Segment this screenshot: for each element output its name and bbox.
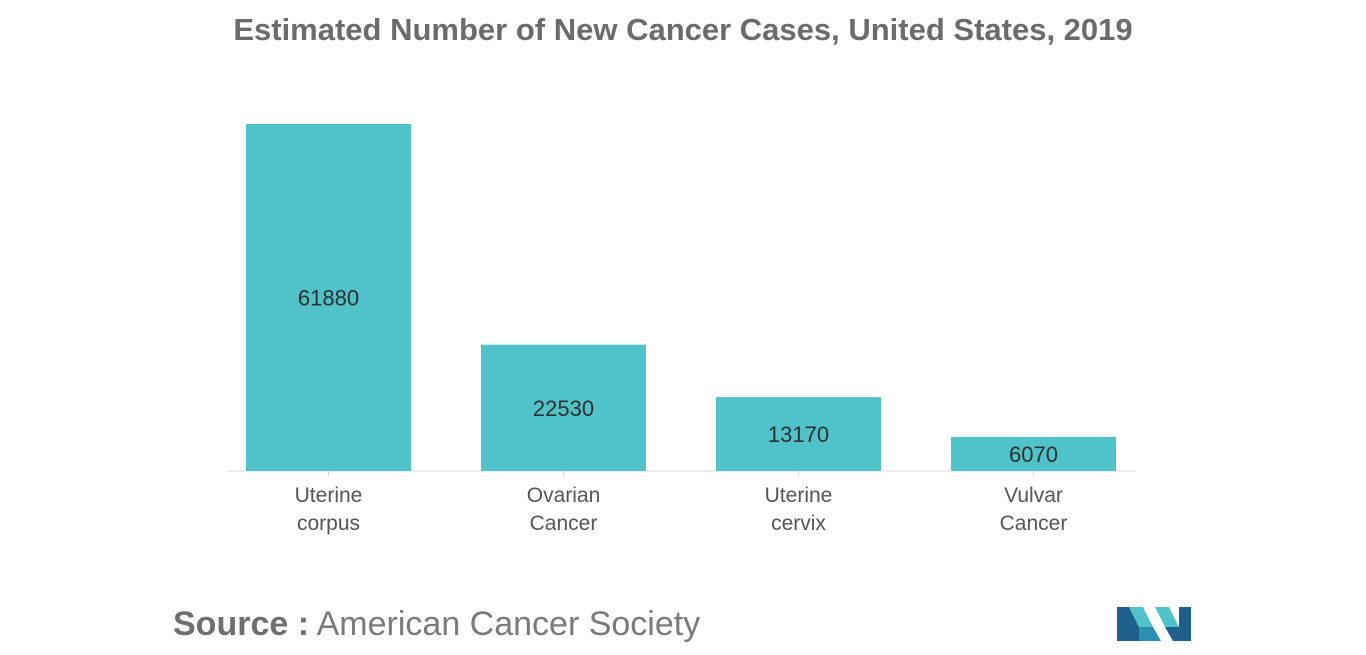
data-label: 61880 <box>298 286 359 311</box>
data-label: 13170 <box>768 422 829 447</box>
x-tick-label: corpus <box>297 512 360 535</box>
x-tick-label: Ovarian <box>527 484 601 507</box>
bar <box>481 344 646 471</box>
x-tick-label: cervix <box>771 512 826 535</box>
data-label: 6070 <box>1009 442 1058 467</box>
data-label: 22530 <box>533 396 594 421</box>
x-tick-label: Cancer <box>530 512 598 535</box>
bar <box>951 436 1116 471</box>
x-tick-label: Cancer <box>1000 512 1068 535</box>
x-tick-label: Uterine <box>765 484 833 507</box>
source-text: American Cancer Society <box>316 605 701 643</box>
bar <box>716 397 881 471</box>
chart-title: Estimated Number of New Cancer Cases, Un… <box>233 12 1133 47</box>
x-tick-label: Vulvar <box>1004 484 1063 507</box>
x-tick-label: Uterine <box>295 484 363 507</box>
source-label: Source : <box>173 605 310 643</box>
company-logo-icon <box>1117 607 1191 641</box>
source-note: Source : American Cancer Society <box>173 605 700 644</box>
bar <box>246 124 411 471</box>
